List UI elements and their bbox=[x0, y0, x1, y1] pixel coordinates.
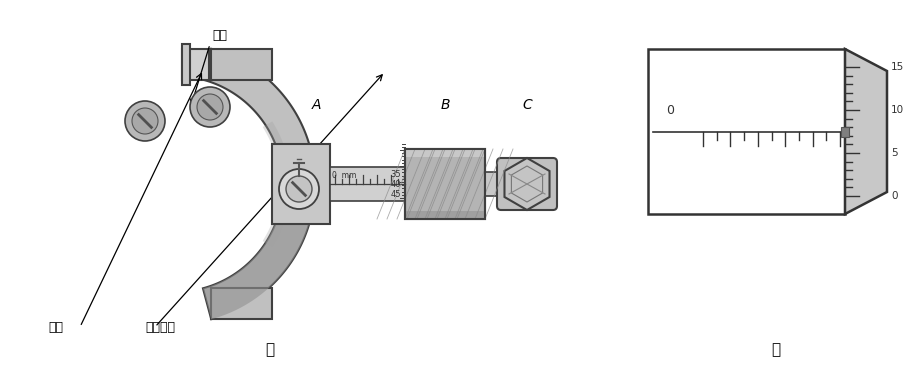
Polygon shape bbox=[203, 203, 313, 319]
Text: 尺架: 尺架 bbox=[213, 29, 227, 42]
Polygon shape bbox=[203, 49, 315, 319]
Bar bbox=[648, 49, 845, 214]
Circle shape bbox=[190, 87, 230, 127]
Bar bbox=[211, 288, 272, 319]
Text: A: A bbox=[311, 98, 320, 112]
Polygon shape bbox=[405, 211, 485, 219]
Text: B: B bbox=[440, 98, 450, 112]
Bar bbox=[405, 149, 485, 219]
Text: 0: 0 bbox=[891, 191, 897, 201]
Text: 40: 40 bbox=[391, 179, 401, 189]
Text: 5: 5 bbox=[891, 148, 897, 158]
Circle shape bbox=[132, 108, 158, 134]
Text: 45: 45 bbox=[391, 190, 401, 199]
Text: 35: 35 bbox=[391, 169, 401, 179]
FancyBboxPatch shape bbox=[497, 158, 557, 210]
Circle shape bbox=[197, 94, 223, 120]
Polygon shape bbox=[505, 158, 550, 210]
Bar bbox=[485, 172, 499, 196]
Polygon shape bbox=[845, 49, 887, 214]
Polygon shape bbox=[405, 149, 485, 157]
Text: 10: 10 bbox=[891, 105, 904, 115]
Text: 0: 0 bbox=[666, 103, 674, 117]
Circle shape bbox=[125, 101, 165, 141]
Text: 15: 15 bbox=[891, 62, 904, 72]
Bar bbox=[211, 49, 272, 80]
Bar bbox=[183, 49, 209, 80]
Circle shape bbox=[279, 169, 319, 209]
Bar bbox=[272, 144, 330, 224]
Text: 0  mm: 0 mm bbox=[332, 171, 356, 180]
Circle shape bbox=[286, 176, 312, 202]
Bar bbox=[330, 167, 405, 201]
Bar bbox=[183, 44, 190, 85]
Bar bbox=[405, 149, 485, 219]
Bar bbox=[841, 127, 849, 137]
Text: C: C bbox=[522, 98, 532, 112]
Text: 甲: 甲 bbox=[266, 342, 275, 357]
Text: 乙: 乙 bbox=[771, 342, 781, 357]
Text: 测微螺杆: 测微螺杆 bbox=[145, 321, 175, 334]
Text: 测砧: 测砧 bbox=[48, 321, 64, 334]
